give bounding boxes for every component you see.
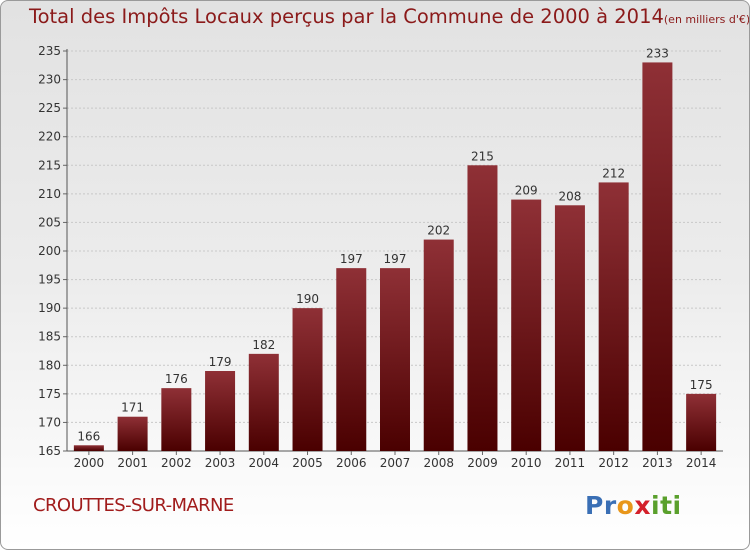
logo-letter: i [651,491,661,520]
logo-letter: i [672,491,682,520]
bar-2007 [380,268,410,451]
bar-2008 [423,239,454,451]
data-label-2009: 215 [471,149,494,163]
data-label-2002: 176 [165,372,188,386]
bar-2005 [292,308,323,451]
data-label-2001: 171 [121,401,144,415]
y-tick-label: 185 [38,330,61,344]
bar-2010 [511,199,542,451]
x-tick-label-2000: 2000 [74,456,105,470]
bar-2011 [554,205,585,451]
bar-2004 [248,353,279,451]
proxiti-logo: Proxiti [585,491,682,520]
y-tick-label: 210 [38,187,61,201]
x-tick-label-2010: 2010 [511,456,542,470]
x-tick-label-2006: 2006 [336,456,367,470]
data-label-2008: 202 [427,224,450,238]
x-tick-labels: 2000 2001 2002 2003 2004 2005 2006 2007 2008 2009… [74,456,717,470]
y-tick-label: 165 [38,444,61,458]
y-tick-label: 190 [38,301,61,315]
y-tick-label: 235 [38,44,61,58]
data-label-2005: 190 [296,292,319,306]
x-tick-label-2002: 2002 [161,456,192,470]
data-label-2013: 233 [646,46,669,60]
chart-title-unit: (en milliers d'€) [663,13,750,26]
x-tick-label-2004: 2004 [249,456,280,470]
x-tick-label-2011: 2011 [555,456,586,470]
y-tick-label: 205 [38,215,61,229]
data-label-2000: 166 [77,429,100,443]
y-tick-label: 225 [38,101,61,115]
data-label-2014: 175 [690,378,713,392]
y-tick-label: 195 [38,273,61,287]
logo-letter: o [616,491,635,520]
bar-2006 [336,268,367,451]
bar-2001 [117,416,148,451]
data-labels: 166 171 176 179 182 190 197 197 202 215 209 208 212 2… [77,46,712,443]
bar-2000 [73,445,104,451]
bar-2012 [598,182,629,451]
y-tick-label: 230 [38,73,61,87]
x-tick-label-2003: 2003 [205,456,236,470]
y-tick-label: 175 [38,387,61,401]
x-tick-label-2014: 2014 [686,456,717,470]
logo-letter: x [634,491,651,520]
y-tick-label: 220 [38,130,61,144]
commune-name: CROUTTES-SUR-MARNE [33,495,234,516]
bar-2014 [686,393,717,451]
logo-letter: P [585,491,604,520]
bar-2003 [205,371,236,451]
data-label-2003: 179 [209,355,232,369]
y-tick-label: 180 [38,358,61,372]
y-tick-label: 170 [38,415,61,429]
bar-2009 [467,165,498,452]
x-tick-label-2008: 2008 [423,456,454,470]
y-tick-label: 215 [38,158,61,172]
y-tick-labels: 165 170 175 180 185 190 195 200 205 210 215 220 225 2… [38,44,61,458]
x-tick-label-2009: 2009 [467,456,498,470]
bars [73,62,717,452]
x-tick-label-2013: 2013 [642,456,673,470]
logo-letter: r [603,491,617,520]
data-label-2011: 208 [558,189,581,203]
x-tick-label-2007: 2007 [380,456,411,470]
data-label-2007: 197 [384,252,407,266]
bar-2013 [642,62,673,452]
data-label-2006: 197 [340,252,363,266]
data-label-2012: 212 [602,166,625,180]
x-tick-label-2012: 2012 [598,456,629,470]
data-label-2010: 209 [515,184,538,198]
data-label-2004: 182 [252,338,275,352]
bar-2002 [161,388,192,451]
logo-letter: t [660,491,673,520]
chart-title: Total des Impôts Locaux perçus par la Co… [29,5,750,28]
y-tick-label: 200 [38,244,61,258]
x-tick-label-2001: 2001 [117,456,148,470]
chart-title-main: Total des Impôts Locaux perçus par la Co… [29,5,664,28]
x-tick-label-2005: 2005 [292,456,323,470]
